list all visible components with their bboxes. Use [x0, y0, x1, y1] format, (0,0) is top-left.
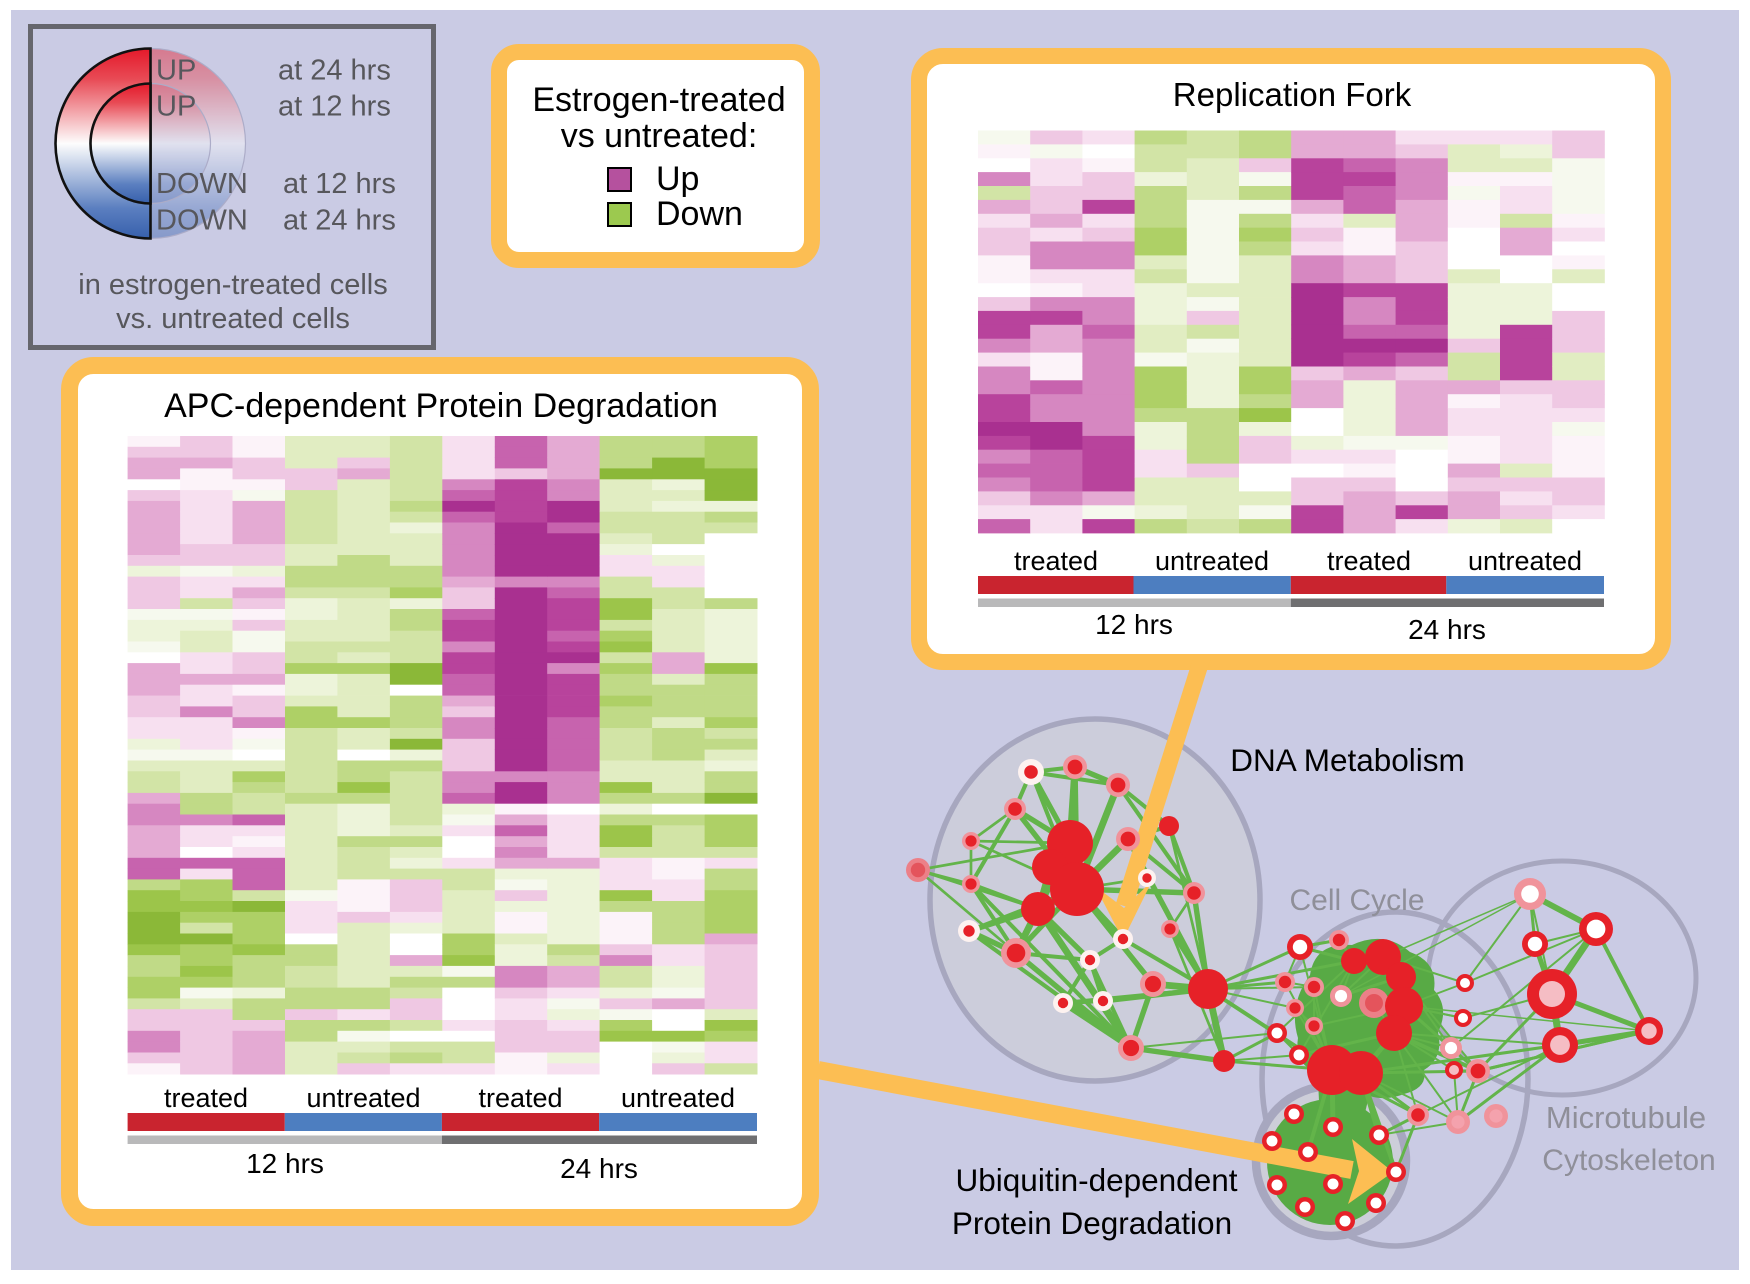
svg-text:Cytoskeleton: Cytoskeleton — [1542, 1144, 1715, 1177]
svg-text:DNA Metabolism: DNA Metabolism — [1230, 742, 1465, 778]
svg-text:Ubiquitin-dependent: Ubiquitin-dependent — [956, 1162, 1238, 1198]
svg-text:Cell Cycle: Cell Cycle — [1289, 884, 1424, 917]
svg-text:UP: UP — [156, 91, 196, 123]
svg-text:untreated: untreated — [1155, 546, 1269, 576]
svg-text:12 hrs: 12 hrs — [1095, 609, 1173, 640]
svg-text:Down: Down — [656, 195, 743, 233]
svg-text:vs. untreated cells: vs. untreated cells — [116, 303, 350, 335]
svg-text:Protein Degradation: Protein Degradation — [952, 1205, 1232, 1241]
svg-text:treated: treated — [164, 1083, 248, 1113]
svg-text:DOWN: DOWN — [156, 168, 248, 200]
svg-text:24 hrs: 24 hrs — [560, 1153, 638, 1184]
svg-text:treated: treated — [1014, 546, 1098, 576]
svg-text:Estrogen-treated: Estrogen-treated — [532, 81, 785, 119]
svg-text:untreated: untreated — [306, 1083, 420, 1113]
svg-text:at 12 hrs: at 12 hrs — [283, 168, 396, 200]
svg-text:treated: treated — [478, 1083, 562, 1113]
svg-text:at 12 hrs: at 12 hrs — [278, 91, 391, 123]
svg-text:24 hrs: 24 hrs — [1408, 614, 1486, 645]
svg-text:untreated: untreated — [1468, 546, 1582, 576]
svg-text:untreated: untreated — [621, 1083, 735, 1113]
svg-text:treated: treated — [1327, 546, 1411, 576]
svg-text:Up: Up — [656, 160, 699, 198]
svg-text:Microtubule: Microtubule — [1546, 1100, 1706, 1135]
svg-text:DOWN: DOWN — [156, 205, 248, 237]
svg-text:APC-dependent Protein Degradat: APC-dependent Protein Degradation — [164, 387, 718, 425]
svg-text:at 24 hrs: at 24 hrs — [278, 54, 391, 86]
svg-text:Replication Fork: Replication Fork — [1173, 76, 1412, 113]
svg-text:UP: UP — [156, 54, 196, 86]
svg-text:12 hrs: 12 hrs — [246, 1148, 324, 1179]
svg-text:in estrogen-treated cells: in estrogen-treated cells — [78, 269, 388, 301]
svg-text:vs untreated:: vs untreated: — [561, 117, 758, 155]
svg-text:at 24 hrs: at 24 hrs — [283, 205, 396, 237]
